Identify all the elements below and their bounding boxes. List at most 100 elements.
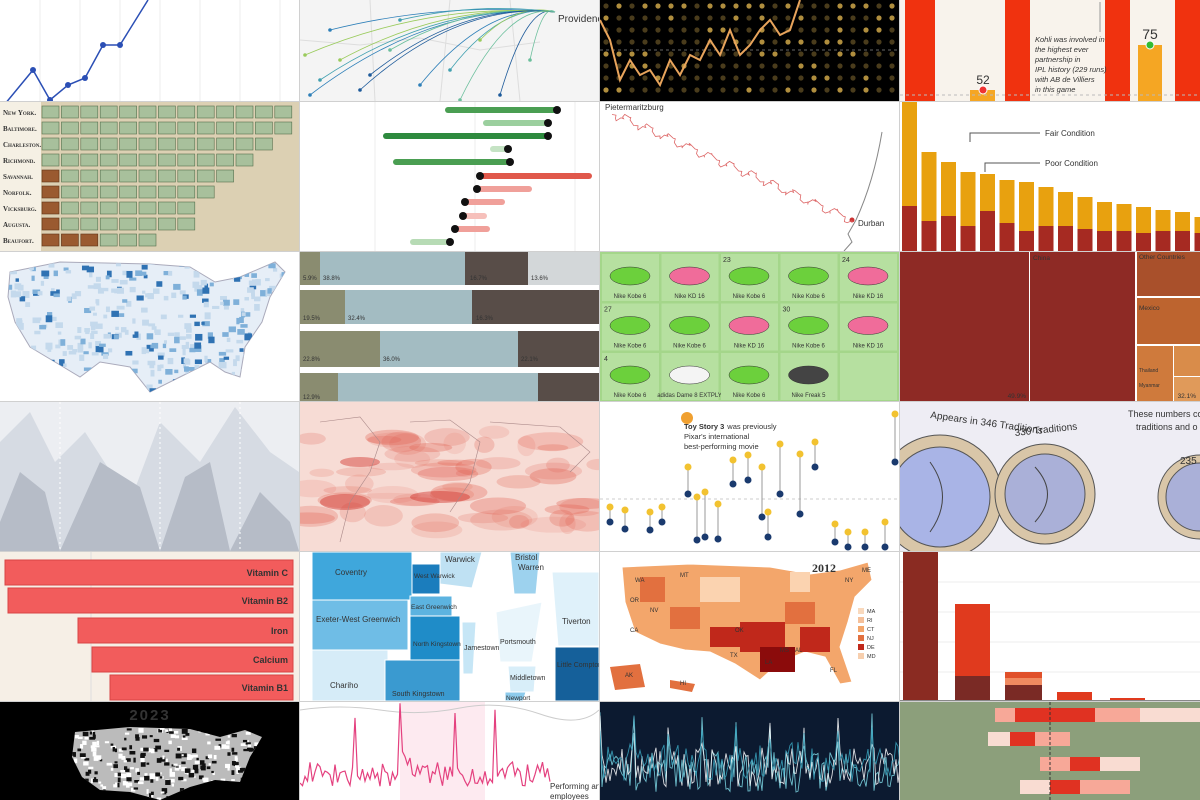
- sneaker-grid-tile[interactable]: Nike Kobe 6 Nike KD 16 Nike Kobe 6 23 Nike K…: [600, 252, 899, 401]
- label: Durban: [858, 219, 884, 228]
- range-bars-tile[interactable]: [900, 702, 1200, 800]
- county: [118, 753, 123, 759]
- dot: [616, 3, 622, 9]
- county: [84, 736, 89, 740]
- county: [196, 289, 203, 296]
- county: [117, 287, 125, 294]
- treemap-tile[interactable]: China Other Countries Mexico Thailand My…: [900, 252, 1200, 401]
- dot: [707, 75, 713, 81]
- county: [105, 275, 110, 280]
- county: [186, 334, 192, 339]
- dot: [759, 39, 765, 45]
- county: [100, 784, 104, 787]
- county: [163, 340, 168, 344]
- rhode-island-tile[interactable]: Warwick Bristol Warren Coventry West War…: [300, 552, 602, 702]
- county: [120, 770, 126, 773]
- dark-line-tile[interactable]: [600, 702, 900, 800]
- shape: [640, 577, 665, 602]
- shape: [117, 42, 123, 48]
- shape: [300, 290, 345, 324]
- county: [237, 329, 245, 335]
- share-bars-tile[interactable]: 5.9% 38.8% 16.7% 13.6% 19.5% 32.4% 16.3% 22.8…: [300, 252, 599, 401]
- group: [311, 552, 599, 701]
- series-line: [600, 715, 899, 788]
- label: Pietermaritzburg: [605, 103, 664, 112]
- dot: [798, 63, 804, 69]
- dot: [798, 75, 804, 81]
- vitamin-bars-tile[interactable]: Vitamin C Vitamin B2 Iron Calcium Vitami…: [0, 552, 299, 701]
- county: [143, 747, 149, 752]
- currency-tile[interactable]: New York. Baltimore. Charleston. Richmond. S…: [0, 102, 299, 251]
- heat-map-tile[interactable]: [281, 402, 612, 551]
- label: Providence: [558, 14, 608, 25]
- shape: [504, 691, 527, 701]
- poor-bar: [1155, 231, 1171, 251]
- county: [137, 781, 144, 785]
- county: [31, 275, 35, 281]
- shape: [77, 617, 294, 644]
- county: [167, 332, 175, 337]
- county: [68, 350, 77, 355]
- group: [4, 559, 294, 701]
- range-bar: [480, 173, 592, 179]
- bill: [138, 185, 157, 199]
- line-chart-tile[interactable]: [0, 0, 299, 110]
- shape: [900, 446, 991, 548]
- county: [265, 289, 270, 297]
- county: [197, 287, 201, 291]
- bar-chart-tile[interactable]: [900, 552, 1200, 701]
- dot: [616, 15, 622, 21]
- dot: [694, 15, 700, 21]
- county: [94, 771, 98, 775]
- dot: [798, 27, 804, 33]
- state-label: WA: [635, 578, 644, 584]
- shape: [1140, 708, 1200, 722]
- dot: [889, 27, 895, 33]
- county: [187, 754, 191, 757]
- moon-tile[interactable]: Appears in 346 Traditions 330 Traditions…: [878, 402, 1200, 559]
- election-map-tile[interactable]: 2012 WA OR CA NV MT TX OK LA MS AL FL NY ME AK HI MA RI…: [600, 552, 899, 701]
- poor-bar: [980, 211, 995, 251]
- shoe: [847, 316, 889, 335]
- label: Pixar's international: [684, 432, 750, 441]
- employment-tile[interactable]: Performing arts employees: [300, 702, 605, 800]
- county: [173, 763, 178, 766]
- county: [126, 772, 132, 778]
- bill: [61, 201, 79, 215]
- road-condition-tile[interactable]: Fair Condition Poor Condition: [900, 102, 1200, 251]
- county: [63, 363, 67, 367]
- gold-dot: [764, 508, 772, 516]
- group: WA OR CA NV MT TX OK LA MS AL FL NY ME AK HI: [625, 568, 871, 687]
- county: [99, 343, 106, 347]
- flight-map-tile[interactable]: Providence: [300, 0, 608, 102]
- county: [115, 782, 120, 788]
- dot: [863, 63, 869, 69]
- shape: [507, 665, 537, 693]
- county: [181, 761, 186, 765]
- county: [267, 288, 272, 294]
- county: [228, 326, 236, 333]
- shape: [600, 102, 899, 251]
- area-chart-tile[interactable]: [0, 402, 299, 551]
- dumbbell-tile[interactable]: [300, 102, 599, 251]
- annotation-line: Kohli was involved in: [1035, 35, 1105, 44]
- trend-line: [600, 0, 801, 88]
- bill: [80, 169, 99, 183]
- shape: [1174, 346, 1200, 376]
- county: [187, 366, 195, 371]
- county: [212, 305, 220, 309]
- lollipop-tile[interactable]: Toy Story 3 was previously Pixar's intern…: [600, 402, 899, 551]
- county-map-tile[interactable]: [0, 252, 299, 401]
- county: [202, 321, 210, 327]
- shoe-name: Nike Freak 5: [791, 393, 826, 399]
- dot: [889, 51, 895, 57]
- shape: [1137, 252, 1200, 296]
- dot-line-tile[interactable]: [600, 0, 899, 101]
- county: [181, 766, 187, 772]
- route-map-tile[interactable]: Pietermaritzburg Durban: [600, 102, 899, 251]
- county: [150, 791, 154, 796]
- county-map-2023-tile[interactable]: 2023: [0, 702, 299, 800]
- county: [268, 263, 276, 269]
- shape: [109, 674, 294, 701]
